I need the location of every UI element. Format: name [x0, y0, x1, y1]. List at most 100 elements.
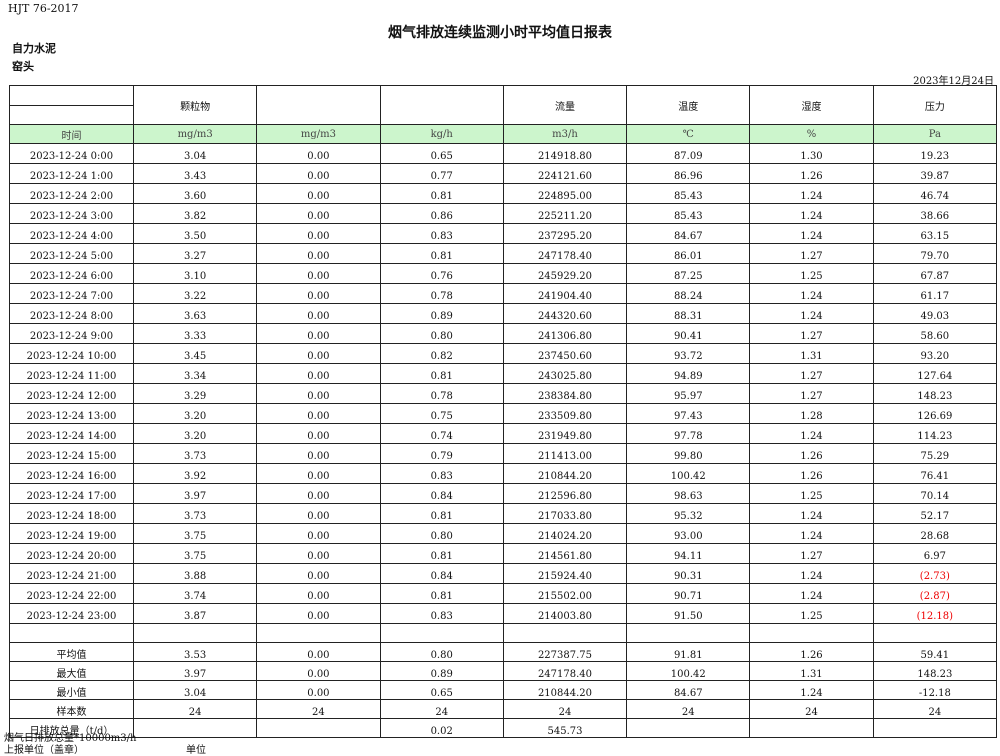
value-cell: 63.15	[872, 223, 998, 244]
hourly-row: 2023-12-24 9:00 3.33 0.00 0.80 241306.80 90.4…	[9, 323, 998, 344]
value-cell: 99.80	[626, 443, 751, 464]
value-cell: 3.74	[132, 583, 258, 604]
value-cell: 1.24	[749, 283, 874, 304]
value-cell	[256, 718, 381, 738]
value-cell: 19.23	[872, 143, 998, 164]
value-cell: 95.97	[626, 383, 751, 404]
value-cell: 0.83	[379, 603, 504, 624]
value-cell: 88.24	[626, 283, 751, 304]
row-label-cell: 2023-12-24 9:00	[9, 323, 134, 344]
hourly-row: 2023-12-24 23:00 3.87 0.00 0.83 214003.80 91.…	[9, 603, 998, 624]
value-cell: 233509.80	[502, 403, 628, 424]
value-cell: 100.42	[626, 661, 751, 681]
value-cell: 1.24	[749, 563, 874, 584]
value-cell: 86.96	[626, 163, 751, 184]
value-cell: 3.75	[132, 543, 258, 564]
value-cell: 0.00	[256, 283, 381, 304]
value-cell: 148.23	[872, 383, 998, 404]
value-cell: 0.79	[379, 443, 504, 464]
value-cell: 3.33	[132, 323, 258, 344]
value-cell: 100.42	[626, 463, 751, 484]
value-cell: 95.32	[626, 503, 751, 524]
reporter-label: 上报单位（盖章）	[4, 745, 84, 756]
value-cell: 93.72	[626, 343, 751, 364]
value-cell: 3.43	[132, 163, 258, 184]
header-cell: 流量	[502, 85, 628, 125]
value-cell: 3.63	[132, 303, 258, 324]
summary-row: 最大值 3.97 0.00 0.89 247178.40 100.42 1.31 148.23	[9, 661, 998, 681]
value-cell: 3.87	[132, 603, 258, 624]
value-cell: 0.74	[379, 423, 504, 444]
value-cell: 0.00	[256, 243, 381, 264]
value-cell: 210844.20	[502, 680, 628, 700]
value-cell: 3.82	[132, 203, 258, 224]
value-cell: 3.97	[132, 661, 258, 681]
hourly-row: 2023-12-24 12:00 3.29 0.00 0.78 238384.80 95.…	[9, 383, 998, 404]
value-cell: 87.09	[626, 143, 751, 164]
value-cell: 1.24	[749, 583, 874, 604]
value-cell: 0.00	[256, 143, 381, 164]
value-cell: 6.97	[872, 543, 998, 564]
value-cell: 24	[502, 699, 628, 719]
value-cell: 1.28	[749, 403, 874, 424]
value-cell: 3.22	[132, 283, 258, 304]
hourly-row: 2023-12-24 14:00 3.20 0.00 0.74 231949.80 97.…	[9, 423, 998, 444]
value-cell	[379, 623, 504, 643]
value-cell: 3.73	[132, 443, 258, 464]
value-cell: 214561.80	[502, 543, 628, 564]
value-cell: 245929.20	[502, 263, 628, 284]
value-cell: 217033.80	[502, 503, 628, 524]
hourly-row: 2023-12-24 6:00 3.10 0.00 0.76 245929.20 87.2…	[9, 263, 998, 284]
header-cell: 颗粒物	[132, 85, 258, 125]
row-label-cell: 2023-12-24 5:00	[9, 243, 134, 264]
row-label-cell: 2023-12-24 22:00	[9, 583, 134, 604]
value-cell: 39.87	[872, 163, 998, 184]
value-cell: 0.78	[379, 383, 504, 404]
value-cell: 1.27	[749, 323, 874, 344]
value-cell: 0.81	[379, 583, 504, 604]
value-cell: 1.25	[749, 603, 874, 624]
value-cell	[749, 718, 874, 738]
value-cell: 1.24	[749, 680, 874, 700]
value-cell: 28.68	[872, 523, 998, 544]
value-cell: 0.81	[379, 183, 504, 204]
value-cell: 0.00	[256, 563, 381, 584]
hourly-row: 2023-12-24 11:00 3.34 0.00 0.81 243025.80 94.…	[9, 363, 998, 384]
value-cell: 1.24	[749, 303, 874, 324]
unit-cell: ℃	[626, 124, 751, 144]
value-cell: 1.26	[749, 463, 874, 484]
hourly-row: 2023-12-24 19:00 3.75 0.00 0.80 214024.20 93.…	[9, 523, 998, 544]
value-cell: 0.81	[379, 543, 504, 564]
value-cell: 0.75	[379, 403, 504, 424]
header-cell: 湿度	[749, 85, 874, 125]
row-label-cell: 2023-12-24 23:00	[9, 603, 134, 624]
value-cell: 84.67	[626, 680, 751, 700]
value-cell: 94.89	[626, 363, 751, 384]
value-cell: 0.00	[256, 661, 381, 681]
value-cell: 0.00	[256, 603, 381, 624]
value-cell: 1.25	[749, 483, 874, 504]
hourly-row: 2023-12-24 17:00 3.97 0.00 0.84 212596.80 98.…	[9, 483, 998, 504]
hourly-row: 2023-12-24 18:00 3.73 0.00 0.81 217033.80 95.…	[9, 503, 998, 524]
header-cell	[256, 85, 381, 125]
value-cell: 148.23	[872, 661, 998, 681]
row-label-cell: 2023-12-24 13:00	[9, 403, 134, 424]
value-cell: 3.34	[132, 363, 258, 384]
value-cell: 1.31	[749, 661, 874, 681]
hourly-row: 2023-12-24 13:00 3.20 0.00 0.75 233509.80 97.…	[9, 403, 998, 424]
value-cell: 0.00	[256, 483, 381, 504]
row-label-cell: 样本数	[9, 699, 134, 719]
value-cell: 24	[256, 699, 381, 719]
value-cell: 76.41	[872, 463, 998, 484]
value-cell: 0.00	[256, 680, 381, 700]
value-cell: 61.17	[872, 283, 998, 304]
value-cell: 114.23	[872, 423, 998, 444]
hourly-row: 2023-12-24 4:00 3.50 0.00 0.83 237295.20 84.6…	[9, 223, 998, 244]
value-cell: 84.67	[626, 223, 751, 244]
value-cell: (2.73)	[872, 563, 998, 584]
value-cell: (2.87)	[872, 583, 998, 604]
value-cell: 214003.80	[502, 603, 628, 624]
row-label-cell: 2023-12-24 7:00	[9, 283, 134, 304]
value-cell: 1.24	[749, 523, 874, 544]
value-cell: 1.24	[749, 503, 874, 524]
